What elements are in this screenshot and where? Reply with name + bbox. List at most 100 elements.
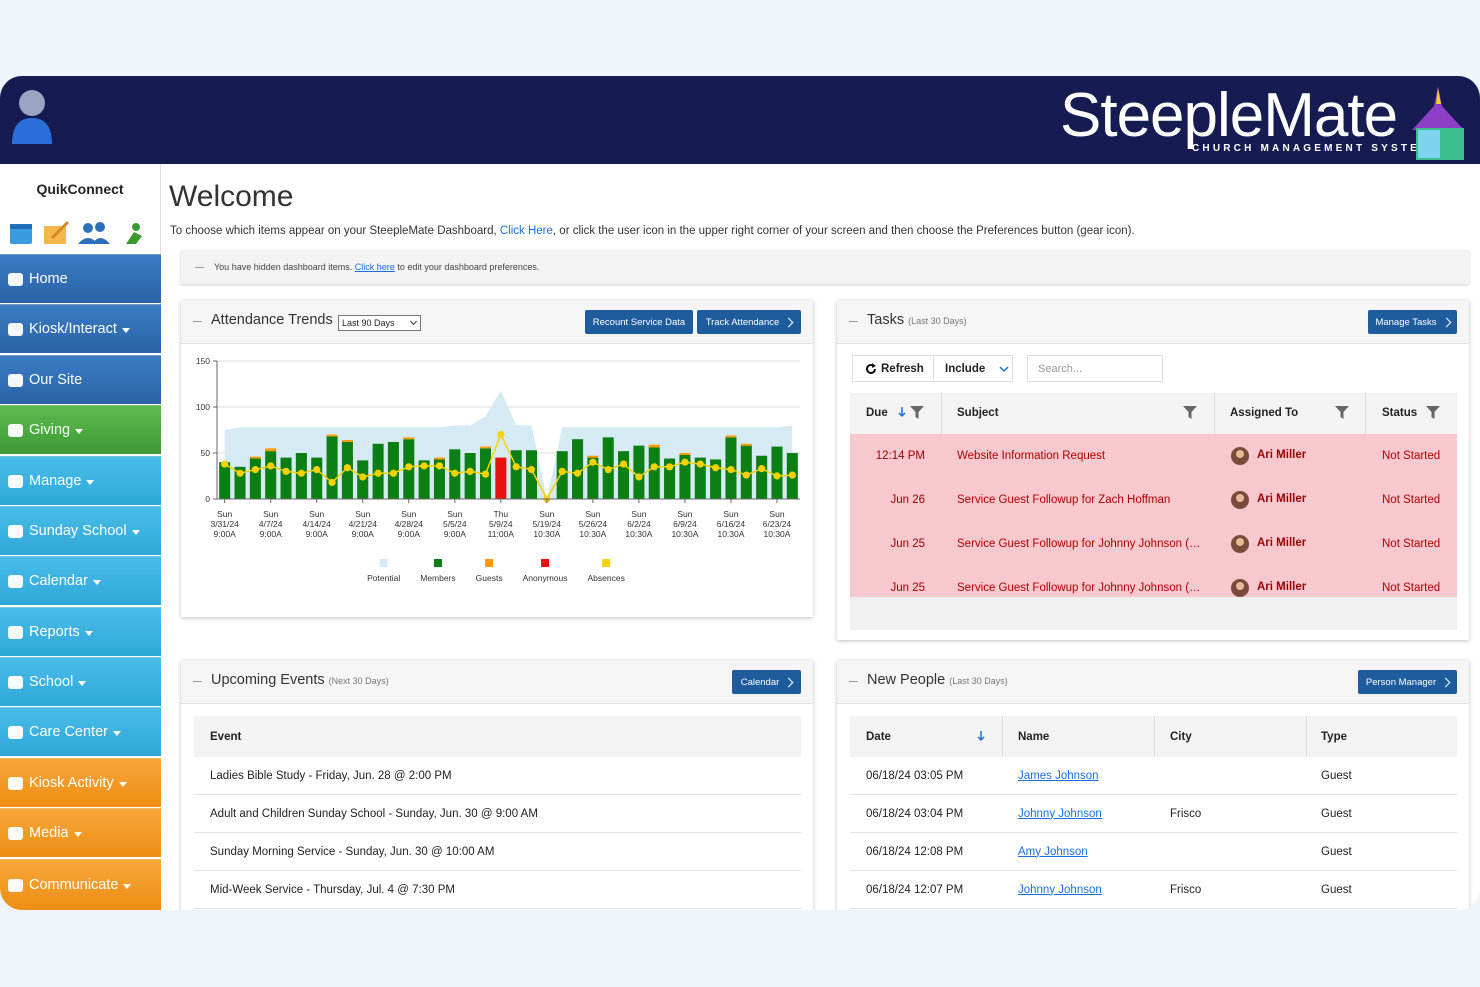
bar-segment bbox=[710, 459, 722, 499]
column-header[interactable]: Subject bbox=[957, 407, 999, 419]
bar-segment bbox=[479, 446, 492, 449]
type: Guest bbox=[1321, 883, 1352, 896]
menu-communicate[interactable]: Communicate bbox=[0, 859, 161, 910]
avatar-face bbox=[1236, 538, 1244, 546]
absences-point bbox=[573, 469, 582, 477]
absences-point bbox=[788, 471, 796, 479]
absences-point bbox=[712, 464, 720, 472]
x-tick-label: Sun 4/14/24 9:00A bbox=[302, 509, 331, 539]
table-header: Event bbox=[194, 716, 801, 757]
prayer-icon[interactable] bbox=[132, 223, 140, 231]
event-row[interactable]: Adult and Children Sunday School - Sunda… bbox=[194, 795, 801, 833]
due: 12:14 PM bbox=[875, 450, 925, 462]
range-select[interactable]: Last 90 Days bbox=[338, 315, 421, 331]
calendar-button[interactable]: Calendar bbox=[732, 670, 801, 694]
name[interactable]: Johnny Johnson bbox=[1018, 883, 1102, 896]
absences-point bbox=[297, 469, 305, 477]
menu-label: Kiosk Activity bbox=[29, 775, 114, 791]
bar-segment bbox=[326, 436, 338, 499]
x-tick-label: Sun 4/21/24 9:00A bbox=[348, 509, 377, 539]
filter-icon[interactable] bbox=[1183, 406, 1197, 419]
menu-sunday-school[interactable]: Sunday School bbox=[0, 506, 161, 555]
notice-text: to edit your dashboard preferences. bbox=[397, 262, 540, 272]
search-input[interactable]: Search... bbox=[1027, 355, 1163, 382]
menu-giving[interactable]: Giving bbox=[0, 405, 161, 454]
menu-manage[interactable]: Manage bbox=[0, 456, 161, 505]
column-header[interactable]: Type bbox=[1321, 730, 1347, 743]
filter-icon[interactable] bbox=[1335, 406, 1349, 419]
due: Jun 25 bbox=[890, 538, 925, 550]
absences-point bbox=[236, 469, 244, 477]
bar-segment bbox=[311, 457, 323, 499]
absences-point bbox=[650, 463, 658, 471]
name[interactable]: James Johnson bbox=[1018, 769, 1099, 782]
task-row[interactable]: Jun 25 Service Guest Followup for Johnny … bbox=[850, 522, 1457, 566]
column-header[interactable]: Due bbox=[866, 407, 888, 419]
menu-media[interactable]: Media bbox=[0, 808, 161, 857]
absences-point bbox=[665, 463, 674, 471]
bar-segment bbox=[572, 439, 584, 499]
task-row[interactable]: Jun 26 Service Guest Followup for Zach Ho… bbox=[850, 478, 1457, 522]
column-header[interactable]: Status bbox=[1382, 407, 1418, 419]
bar-segment bbox=[525, 450, 538, 499]
city: Frisco bbox=[1170, 883, 1202, 896]
legend-label: Anonymous bbox=[523, 573, 568, 583]
y-tick-label: 0 bbox=[205, 494, 210, 504]
absences-point bbox=[758, 465, 766, 473]
absences-point bbox=[313, 465, 321, 474]
column-header[interactable]: Name bbox=[1018, 730, 1050, 743]
bar-segment bbox=[510, 450, 522, 499]
recount-button[interactable]: Recount Service Data bbox=[585, 310, 693, 334]
column-header[interactable]: Assigned To bbox=[1230, 407, 1299, 419]
attendance-panel: Attendance Trends Last 90 Days Recount S… bbox=[181, 300, 813, 617]
type: Guest bbox=[1321, 807, 1352, 820]
funnel bbox=[1335, 406, 1349, 419]
manage-tasks-button[interactable]: Manage Tasks bbox=[1368, 310, 1457, 334]
track-button[interactable]: Track Attendance bbox=[697, 310, 801, 334]
menu-reports[interactable]: Reports bbox=[0, 607, 161, 656]
menu-calendar[interactable]: Calendar bbox=[0, 556, 161, 605]
x-tick-label: Sun 3/31/24 9:00A bbox=[210, 509, 239, 539]
person-manager-button[interactable]: Person Manager bbox=[1358, 670, 1457, 694]
status: Not Started bbox=[1382, 582, 1441, 594]
task-row[interactable]: 12:14 PM Website Information Request Ari M… bbox=[850, 434, 1457, 478]
refresh-button[interactable]: Refresh bbox=[852, 355, 934, 382]
include-dropdown[interactable]: Include bbox=[933, 355, 1013, 382]
absences-point bbox=[481, 470, 490, 478]
x-tick-label: Sun 6/16/24 10:30A bbox=[716, 509, 746, 539]
people-icon[interactable] bbox=[83, 223, 93, 233]
column-header[interactable]: City bbox=[1170, 730, 1192, 743]
menu-school[interactable]: School bbox=[0, 657, 161, 706]
x-tick-label: Sun 5/26/24 10:30A bbox=[578, 509, 608, 539]
menu-our-site[interactable]: Our Site bbox=[0, 355, 161, 404]
absences-point bbox=[435, 462, 444, 470]
quikconnect-title: QuikConnect bbox=[36, 181, 124, 197]
menu-kiosk-activity[interactable]: Kiosk Activity bbox=[0, 758, 161, 807]
event-row[interactable]: Sunday Morning Service - Sunday, Jun. 30… bbox=[194, 833, 801, 871]
user-icon[interactable] bbox=[8, 86, 58, 146]
absences-point bbox=[389, 469, 398, 477]
avatar-face bbox=[1236, 450, 1244, 458]
event-row[interactable]: Mid-Week Service - Thursday, Jul. 4 @ 7:… bbox=[194, 871, 801, 909]
notice-link[interactable]: Click here bbox=[354, 262, 395, 272]
absences-point bbox=[512, 463, 520, 471]
menu-kiosk-interact[interactable]: Kiosk/Interact bbox=[0, 304, 161, 353]
title: New People bbox=[867, 672, 946, 688]
filter-icon[interactable] bbox=[1426, 406, 1440, 419]
menu-care-center[interactable]: Care Center bbox=[0, 707, 161, 756]
name[interactable]: Amy Johnson bbox=[1018, 845, 1088, 858]
subject: Website Information Request bbox=[957, 450, 1106, 462]
filter-icon[interactable] bbox=[910, 406, 924, 419]
name[interactable]: Johnny Johnson bbox=[1018, 807, 1102, 820]
menu-label: Home bbox=[29, 271, 68, 287]
column-header[interactable]: Date bbox=[866, 730, 891, 743]
panel-title: New People (Last 30 Days) bbox=[867, 672, 1008, 688]
column-divider bbox=[1306, 716, 1307, 757]
link[interactable]: Click Here bbox=[499, 225, 553, 237]
legend-label: Members bbox=[420, 573, 455, 583]
event-row[interactable]: Ladies Bible Study - Friday, Jun. 28 @ 2… bbox=[194, 757, 801, 795]
column-divider bbox=[1214, 393, 1215, 433]
legend-swatch bbox=[485, 559, 494, 567]
menu-home[interactable]: Home bbox=[0, 254, 161, 303]
column-divider bbox=[1002, 716, 1003, 757]
